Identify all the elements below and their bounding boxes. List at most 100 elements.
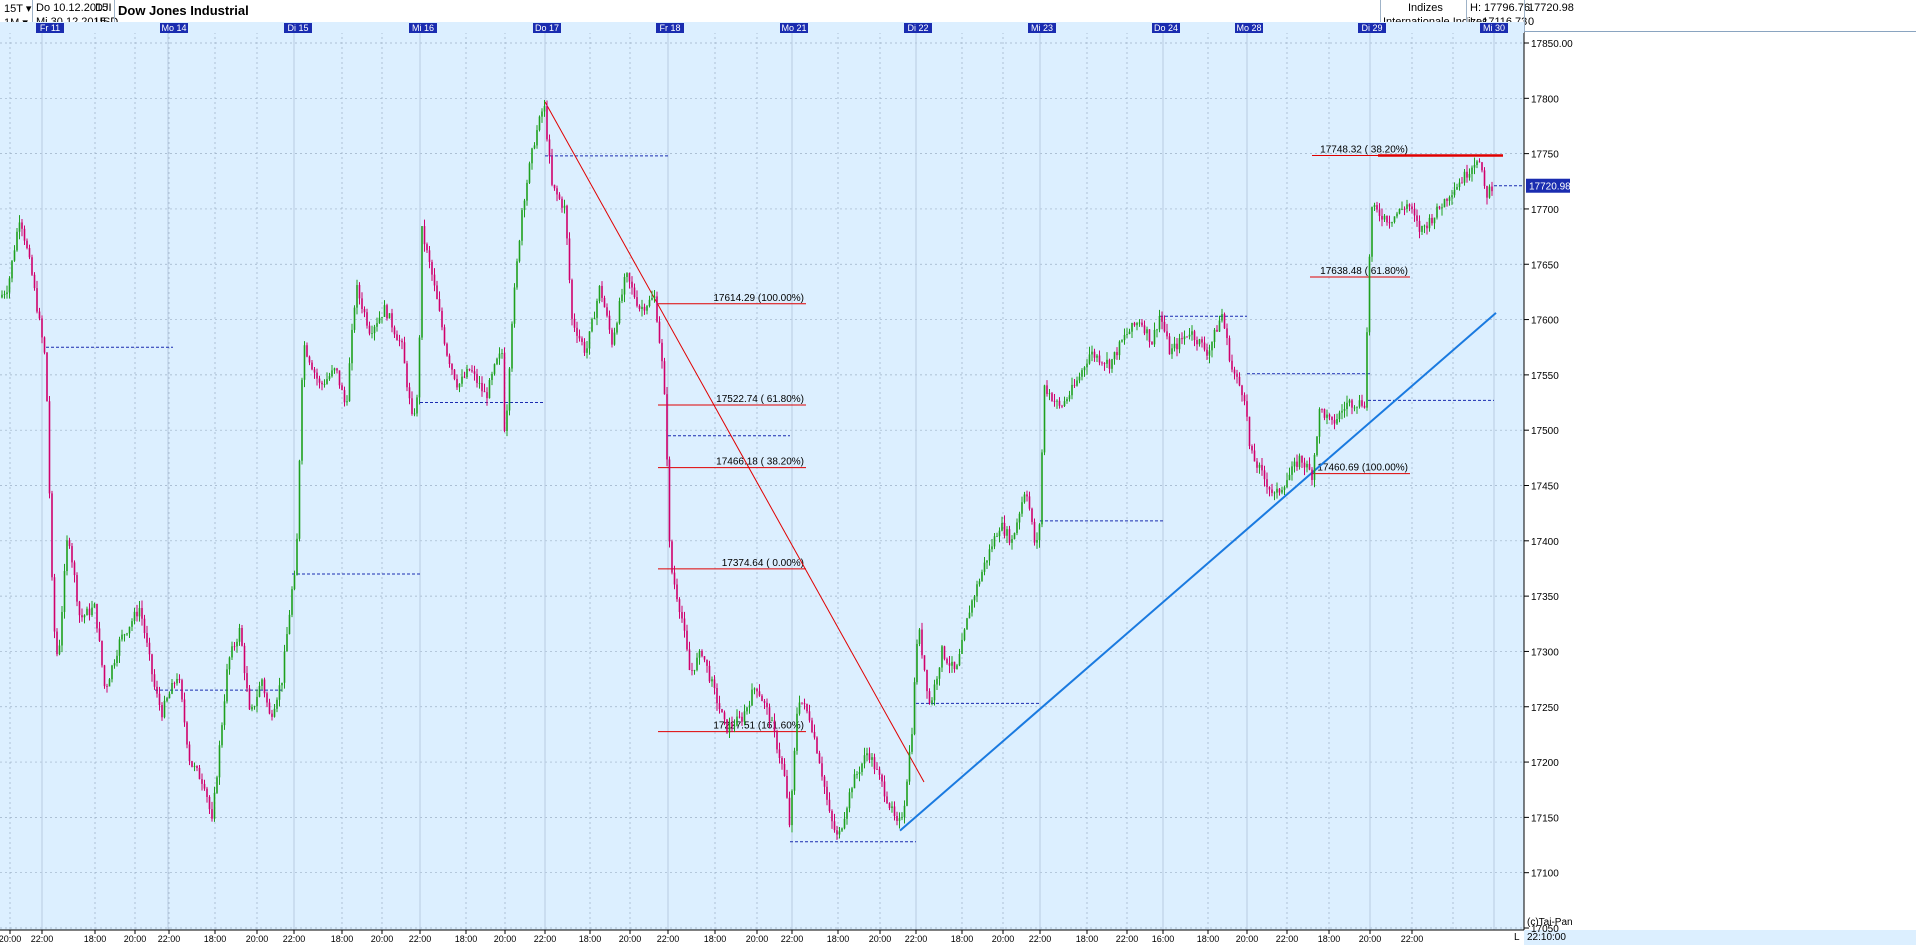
candle-body <box>631 281 633 288</box>
time-tick-label: 20:00 <box>124 934 147 944</box>
candle-body <box>371 333 373 334</box>
day-label-box <box>1152 23 1180 33</box>
day-label-box <box>1480 23 1508 33</box>
candle-body <box>1343 409 1346 411</box>
last-price-header: 17720.98 <box>1528 2 1574 14</box>
candle-body <box>723 712 726 720</box>
candle-body <box>1123 334 1126 341</box>
candle-body <box>908 751 911 782</box>
fib-label: 17522.74 ( 61.80%) <box>716 394 804 405</box>
candle-body <box>693 669 696 671</box>
candle-body <box>136 611 138 617</box>
candle-body <box>421 226 423 338</box>
candle-body <box>466 368 468 377</box>
candle-body <box>1078 376 1081 381</box>
candle-body <box>106 686 108 687</box>
candle-body <box>848 792 851 809</box>
candle-body <box>966 618 968 630</box>
candle-body <box>1368 256 1371 333</box>
candle-body <box>93 603 96 608</box>
candle-body <box>826 786 828 800</box>
uptrend-line <box>899 312 1497 832</box>
candle-body <box>681 612 683 619</box>
candle-body <box>1376 205 1378 210</box>
time-axis[interactable]: 20:00 22:00 18:00 20:00 22:00 18:00 20:00 22:00… <box>0 929 1524 945</box>
candle-body <box>531 148 533 164</box>
candle-body <box>26 240 28 249</box>
candle-body <box>941 646 943 668</box>
candle-body <box>316 372 318 379</box>
candle-body <box>1391 222 1393 224</box>
candle-body <box>888 803 891 809</box>
candle-body <box>1426 225 1428 229</box>
candle-body <box>948 663 951 666</box>
time-tick-label: 22:00 <box>1401 934 1424 944</box>
fib-label: 17374.64 ( 0.00%) <box>722 558 804 569</box>
candle-body <box>401 340 403 343</box>
fib-label: 17460.69 (100.00%) <box>1317 463 1408 474</box>
candle-body <box>96 603 98 629</box>
candle-body <box>976 584 978 597</box>
candle-body <box>1051 393 1053 401</box>
candle-body <box>1361 400 1363 406</box>
last-price-label: 17720.98 <box>1529 182 1571 193</box>
candle-body <box>983 562 986 572</box>
header-separator <box>1524 0 1525 31</box>
candle-body <box>1081 370 1083 377</box>
candle-body <box>628 273 631 282</box>
candle-body <box>118 639 121 656</box>
candle-body <box>921 629 923 656</box>
candle-body <box>406 363 408 388</box>
candle-body <box>391 313 393 328</box>
time-tick-label: 22:00 <box>781 934 804 944</box>
candle-body <box>1431 217 1433 224</box>
candle-body <box>1321 409 1323 410</box>
price-tick-label: 17350 <box>1531 592 1559 603</box>
candle-body <box>658 321 661 343</box>
candle-body <box>68 540 71 547</box>
candle-body <box>1403 208 1406 210</box>
day-label: Do 17 <box>535 23 559 33</box>
candle-body <box>243 645 246 674</box>
candle-body <box>138 608 141 617</box>
day-label-box <box>780 23 808 33</box>
candle-body <box>386 305 388 319</box>
candle-body <box>618 301 621 324</box>
candle-body <box>1301 455 1303 463</box>
candle-body <box>548 139 551 157</box>
time-tick-label: 22:00 <box>534 934 557 944</box>
candle-body <box>1366 332 1368 408</box>
candle-body <box>1373 205 1376 208</box>
candle-body <box>496 358 498 365</box>
date-from[interactable]: Do 10.12.2015 <box>36 2 109 14</box>
candle-body <box>991 546 993 550</box>
candle-body <box>438 299 441 311</box>
scale-marker[interactable]: L <box>1514 932 1520 943</box>
day-label: Mi 23 <box>1031 23 1053 33</box>
candle-body <box>563 205 566 208</box>
candle-body <box>708 665 711 682</box>
candle-body <box>216 777 218 793</box>
candle-body <box>1121 340 1123 342</box>
candle-body <box>1011 539 1013 543</box>
candle-body <box>851 788 853 793</box>
candle-body <box>1238 376 1241 386</box>
candle-body <box>1358 400 1361 407</box>
price-tick-label: 17450 <box>1531 482 1559 493</box>
interval-selector-top[interactable]: 15T ▾ <box>4 3 32 15</box>
candle-body <box>1171 348 1173 355</box>
candle-body <box>843 818 846 829</box>
price-axis[interactable]: 17850.00 17800 17750 17700 17650 17600 17550 17… <box>1523 32 1916 935</box>
candle-body <box>278 685 281 700</box>
candle-body <box>696 657 698 670</box>
candle-body <box>313 369 316 373</box>
candle-body <box>1448 197 1451 201</box>
candle-body <box>1136 322 1138 326</box>
candle-body <box>1216 329 1218 332</box>
candle-body <box>481 382 483 392</box>
candle-body <box>186 722 188 745</box>
candle-body <box>581 338 583 342</box>
candle-body <box>1106 359 1108 364</box>
candle-body <box>968 612 971 619</box>
